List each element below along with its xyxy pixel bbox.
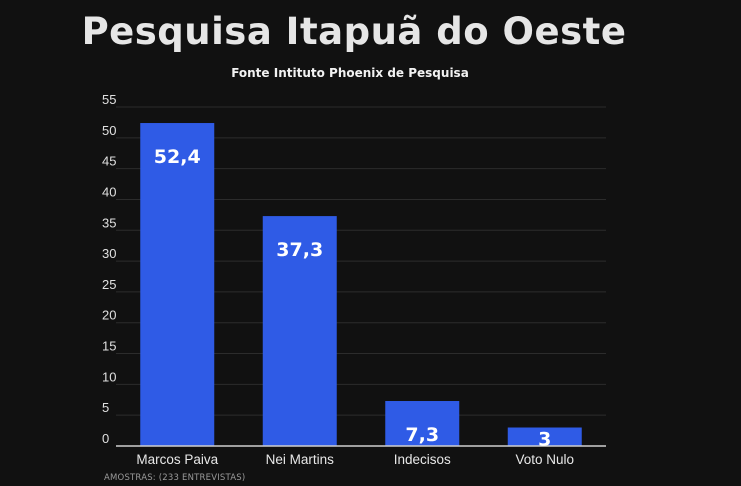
y-tick-label: 50 <box>102 123 116 138</box>
bar <box>262 216 337 446</box>
chart-title: Pesquisa Itapuã do Oeste <box>81 10 627 53</box>
bar <box>507 427 582 446</box>
bar <box>140 123 215 446</box>
y-tick-label: 45 <box>102 154 116 169</box>
y-tick-label: 30 <box>102 246 116 261</box>
x-category-label: Voto Nulo <box>515 452 574 467</box>
bar <box>385 401 460 446</box>
x-category-label: Nei Martins <box>266 452 335 467</box>
x-axis-categories: Marcos Paiva Nei Martins Indecisos Voto Nul… <box>136 452 574 467</box>
y-tick-label: 10 <box>102 369 116 384</box>
y-tick-label: 5 <box>102 400 109 415</box>
bar-value-label: 52,4 <box>154 146 201 168</box>
y-tick-label: 15 <box>102 339 116 354</box>
y-tick-label: 35 <box>102 215 116 230</box>
y-tick-label: 55 <box>102 92 116 107</box>
y-tick-label: 0 <box>102 431 109 446</box>
sample-footnote: AMOSTRAS: (233 ENTREVISTAS) <box>104 473 246 483</box>
bar-value-label: 37,3 <box>276 239 323 261</box>
y-axis-ticks: 0 5 10 15 20 25 30 35 40 45 50 55 <box>102 92 116 446</box>
x-category-label: Indecisos <box>394 452 451 467</box>
data-labels: 52,4 37,3 7,3 3 <box>154 146 552 450</box>
bar-value-label: 3 <box>538 429 551 451</box>
chart-subtitle: Fonte Intituto Phoenix de Pesquisa <box>231 66 469 80</box>
bar-value-label: 7,3 <box>405 424 439 446</box>
x-category-label: Marcos Paiva <box>136 452 218 467</box>
y-tick-label: 40 <box>102 184 116 199</box>
y-tick-label: 20 <box>102 308 116 323</box>
bars <box>140 123 582 446</box>
y-tick-label: 25 <box>102 277 116 292</box>
